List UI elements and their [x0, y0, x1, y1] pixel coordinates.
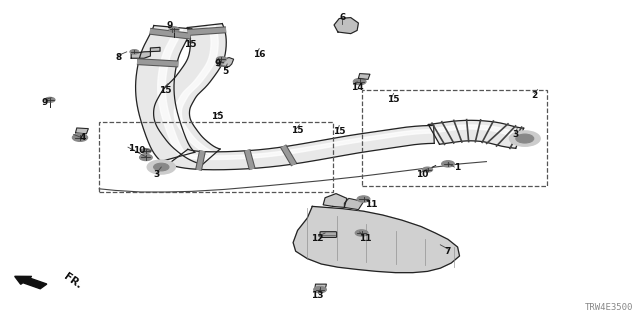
Text: 15: 15 — [291, 126, 304, 135]
Polygon shape — [428, 120, 524, 148]
Text: 3: 3 — [154, 170, 160, 179]
Circle shape — [154, 163, 169, 171]
Text: 11: 11 — [358, 234, 371, 243]
Text: 5: 5 — [222, 67, 228, 76]
Polygon shape — [315, 284, 326, 289]
Text: 8: 8 — [115, 53, 122, 62]
Circle shape — [422, 167, 433, 172]
FancyBboxPatch shape — [320, 232, 337, 237]
Circle shape — [216, 57, 227, 62]
Text: 16: 16 — [253, 50, 266, 59]
Text: 13: 13 — [310, 292, 323, 300]
Polygon shape — [168, 125, 434, 170]
FancyArrow shape — [15, 276, 47, 289]
Text: 6: 6 — [339, 13, 346, 22]
Text: 15: 15 — [387, 95, 400, 104]
Circle shape — [355, 230, 368, 236]
Polygon shape — [344, 198, 364, 210]
Polygon shape — [76, 128, 88, 134]
Circle shape — [353, 78, 366, 85]
Text: FR.: FR. — [61, 271, 83, 290]
Text: 4: 4 — [80, 133, 86, 142]
Polygon shape — [174, 25, 218, 156]
Polygon shape — [157, 28, 188, 156]
Polygon shape — [154, 24, 227, 164]
Circle shape — [509, 131, 540, 146]
Text: 7: 7 — [445, 247, 451, 256]
Polygon shape — [431, 125, 522, 137]
Text: 1: 1 — [454, 164, 461, 172]
Polygon shape — [293, 206, 460, 273]
Circle shape — [216, 60, 224, 64]
Circle shape — [140, 154, 152, 161]
Circle shape — [147, 160, 175, 174]
Polygon shape — [358, 74, 370, 79]
Circle shape — [314, 286, 326, 293]
Text: 9: 9 — [166, 21, 173, 30]
Text: 10: 10 — [416, 170, 429, 179]
Text: 9: 9 — [42, 98, 48, 107]
Text: 15: 15 — [184, 40, 197, 49]
Polygon shape — [323, 194, 347, 207]
Polygon shape — [131, 47, 160, 58]
Bar — [99, 122, 333, 192]
Circle shape — [516, 134, 534, 143]
Circle shape — [45, 97, 55, 102]
Polygon shape — [179, 130, 434, 159]
Text: 14: 14 — [351, 83, 364, 92]
Text: 11: 11 — [365, 200, 378, 209]
Text: 3: 3 — [512, 130, 518, 139]
Circle shape — [130, 50, 139, 54]
Text: 10: 10 — [133, 146, 146, 155]
Circle shape — [141, 148, 151, 154]
Text: 12: 12 — [310, 234, 323, 243]
Text: 15: 15 — [333, 127, 346, 136]
Text: TRW4E3500: TRW4E3500 — [585, 303, 634, 312]
Text: 15: 15 — [211, 112, 224, 121]
Polygon shape — [136, 26, 195, 161]
Polygon shape — [218, 58, 234, 67]
Text: 15: 15 — [159, 86, 172, 95]
Circle shape — [169, 27, 179, 32]
Text: 1: 1 — [128, 144, 134, 153]
Circle shape — [72, 134, 88, 141]
Polygon shape — [334, 18, 358, 34]
Circle shape — [442, 161, 454, 167]
Bar — [362, 90, 547, 186]
Circle shape — [357, 196, 370, 202]
Text: 2: 2 — [531, 92, 538, 100]
Text: 9: 9 — [214, 60, 221, 68]
